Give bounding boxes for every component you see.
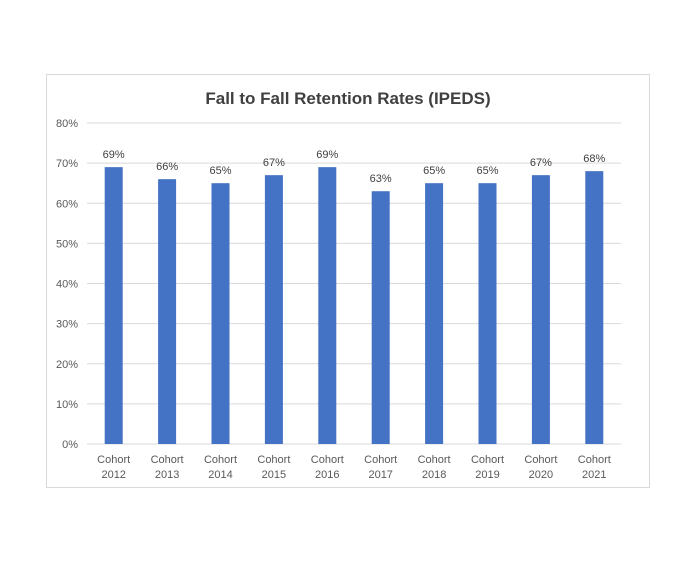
bar-chart: 0% 10% 20% 30% 40% 50% 60% 70% 80% 69% Cohort 2012 6… xyxy=(56,118,621,481)
data-label: 68% xyxy=(583,153,605,165)
y-tick-label: 30% xyxy=(56,319,78,331)
data-label: 65% xyxy=(476,165,498,177)
x-category-label: 2018 xyxy=(422,469,446,481)
bar xyxy=(371,191,390,444)
x-category-label: Cohort xyxy=(257,454,290,466)
x-category-label: 2017 xyxy=(368,469,392,481)
chart-title: Fall to Fall Retention Rates (IPEDS) xyxy=(205,89,491,108)
y-tick-label: 10% xyxy=(56,399,78,411)
chart-frame: Fall to Fall Retention Rates (IPEDS) 0% 1… xyxy=(46,74,650,488)
x-category-label: 2013 xyxy=(155,469,179,481)
x-category-label: Cohort xyxy=(578,454,611,466)
x-category-label: 2015 xyxy=(262,469,286,481)
x-category-label: 2019 xyxy=(475,469,499,481)
x-category-label: 2016 xyxy=(315,469,339,481)
data-label: 69% xyxy=(103,149,125,161)
x-category-label: Cohort xyxy=(418,454,451,466)
bar xyxy=(425,183,444,444)
y-tick-label: 20% xyxy=(56,359,78,371)
data-label: 63% xyxy=(370,173,392,185)
x-category-label: 2014 xyxy=(208,469,232,481)
y-tick-label: 0% xyxy=(62,439,78,451)
data-label: 65% xyxy=(209,165,231,177)
y-tick-label: 50% xyxy=(56,238,78,250)
x-category-label: Cohort xyxy=(471,454,504,466)
data-label: 65% xyxy=(423,165,445,177)
bar xyxy=(531,175,550,444)
y-tick-label: 70% xyxy=(56,158,78,170)
y-tick-label: 80% xyxy=(56,118,78,130)
x-category-label: 2021 xyxy=(582,469,606,481)
data-label: 67% xyxy=(530,157,552,169)
x-category-label: Cohort xyxy=(364,454,397,466)
bar xyxy=(104,167,123,444)
x-category-label: 2012 xyxy=(101,469,125,481)
bar xyxy=(585,171,604,444)
data-label: 67% xyxy=(263,157,285,169)
x-category-label: Cohort xyxy=(204,454,237,466)
x-category-label: Cohort xyxy=(524,454,557,466)
data-label: 69% xyxy=(316,149,338,161)
bar xyxy=(318,167,337,444)
x-category-label: Cohort xyxy=(97,454,130,466)
bar xyxy=(158,179,177,445)
y-tick-label: 40% xyxy=(56,279,78,291)
x-category-label: Cohort xyxy=(311,454,344,466)
bar xyxy=(264,175,283,444)
bar xyxy=(478,183,497,444)
x-category-label: 2020 xyxy=(529,469,553,481)
y-tick-label: 60% xyxy=(56,198,78,210)
data-label: 66% xyxy=(156,161,178,173)
x-category-label: Cohort xyxy=(151,454,184,466)
bar xyxy=(211,183,230,444)
